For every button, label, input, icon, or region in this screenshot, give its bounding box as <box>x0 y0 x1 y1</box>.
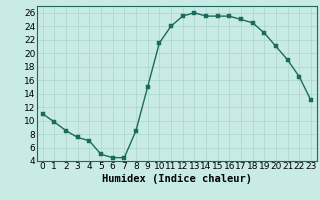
X-axis label: Humidex (Indice chaleur): Humidex (Indice chaleur) <box>102 174 252 184</box>
